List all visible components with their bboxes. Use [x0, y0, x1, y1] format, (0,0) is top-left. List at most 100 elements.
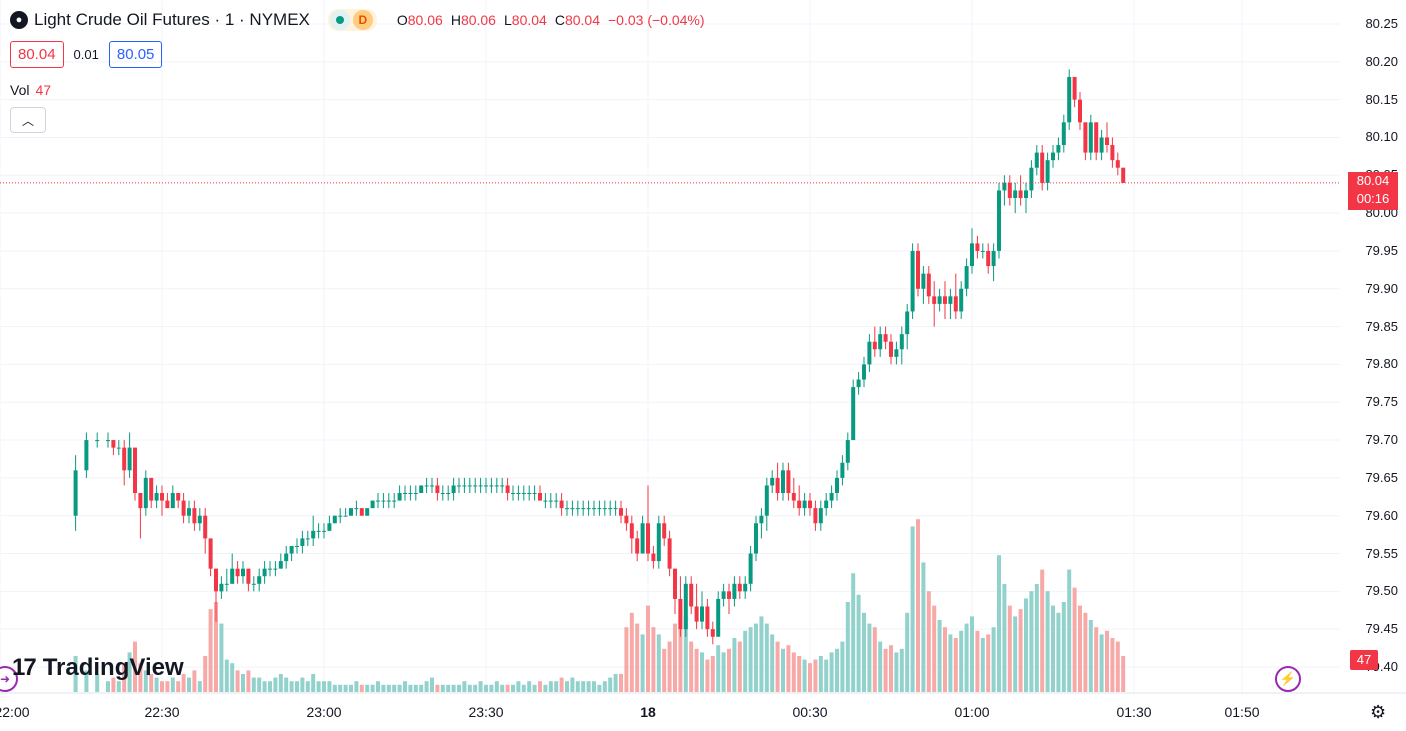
- volume-bar: [597, 684, 602, 692]
- volume-bar: [170, 677, 175, 692]
- candle-body: [343, 515, 348, 517]
- candle-body: [359, 508, 364, 516]
- candle-body: [737, 583, 742, 592]
- volume-bar: [413, 684, 418, 692]
- candle-body: [192, 508, 197, 524]
- volume-bar: [160, 681, 164, 692]
- price-tick-label: 79.60: [1365, 507, 1398, 523]
- candle-body: [349, 508, 353, 516]
- candle-body: [581, 508, 586, 510]
- candle-body: [991, 250, 996, 267]
- volume-bar: [808, 663, 812, 692]
- volume-bar: [840, 641, 845, 692]
- volume-bar: [494, 681, 499, 692]
- price-tick-label: 80.25: [1365, 16, 1398, 31]
- buy-price-button[interactable]: 80.05: [108, 41, 163, 68]
- volume-bar: [640, 634, 645, 692]
- time-tick-label: 23:00: [306, 704, 342, 720]
- volume-bar: [613, 674, 618, 692]
- settings-gear-icon[interactable]: ⚙: [1370, 702, 1387, 722]
- current-price-badge: 80.04 00:16: [1348, 172, 1398, 210]
- candle-body: [462, 485, 467, 487]
- price-tick-label: 79.55: [1365, 545, 1398, 561]
- volume-bar: [462, 681, 467, 692]
- volume-bar: [548, 681, 553, 692]
- candle-body: [878, 334, 883, 350]
- candle-body: [964, 266, 969, 289]
- volume-bar: [862, 612, 866, 692]
- volume-bar: [451, 684, 456, 692]
- candle-body: [710, 629, 715, 637]
- volume-bar: [975, 630, 980, 692]
- volume-bar: [359, 684, 364, 692]
- volume-bar: [284, 677, 289, 692]
- candle-body: [521, 493, 526, 495]
- volume-bar: [554, 681, 559, 692]
- volume-bar: [224, 659, 229, 692]
- volume-bar: [802, 659, 807, 692]
- candle-body: [872, 341, 877, 350]
- candle-body: [597, 508, 602, 510]
- candle-body: [338, 515, 343, 517]
- candle-body: [1105, 137, 1109, 146]
- candle-body: [1115, 160, 1120, 168]
- tradingview-logo-text: TradingView: [42, 654, 184, 681]
- volume-bar: [559, 677, 564, 692]
- volume-bar: [122, 663, 127, 692]
- candle-body: [1121, 167, 1126, 183]
- ohlc-change: −0.03 (−0.04%): [608, 12, 705, 28]
- candle-body: [1002, 182, 1007, 191]
- candle-body: [1088, 122, 1093, 153]
- volume-bar: [662, 648, 667, 692]
- volume-bar: [667, 641, 672, 692]
- price-tick-label: 79.80: [1365, 356, 1398, 372]
- candle-body: [970, 243, 974, 267]
- market-status[interactable]: D: [327, 9, 377, 31]
- candle-body: [440, 493, 445, 495]
- candle-body: [84, 440, 89, 471]
- volume-bar: [624, 627, 629, 692]
- price-tick-label: 80.15: [1365, 91, 1398, 107]
- volume-bar: [899, 648, 904, 692]
- volume-bar: [867, 623, 872, 692]
- volume-bar: [1007, 605, 1012, 692]
- time-tick-label: 01:30: [1116, 704, 1152, 720]
- volume-bar: [646, 605, 650, 692]
- candle-body: [316, 530, 321, 532]
- collapse-legend-button[interactable]: ︿: [10, 107, 46, 133]
- volume-bar: [829, 652, 834, 692]
- candle-body: [829, 493, 834, 501]
- volume-bar: [327, 681, 332, 692]
- volume-bar: [727, 648, 731, 692]
- candle-body: [1029, 167, 1034, 191]
- candle-body: [565, 508, 569, 510]
- candle-body: [840, 462, 845, 478]
- tradingview-logo[interactable]: 17 TradingView: [12, 654, 184, 682]
- volume-bar: [889, 645, 893, 692]
- sell-price-button[interactable]: 80.04: [10, 41, 64, 68]
- volume-bar: [419, 684, 424, 692]
- volume-bar: [251, 677, 256, 692]
- candle-body: [241, 568, 245, 577]
- candle-body: [327, 523, 332, 531]
- candle-body: [527, 493, 532, 495]
- candle-body: [289, 545, 294, 554]
- volume-bar: [95, 674, 100, 692]
- ohlc-high-value: 80.06: [460, 12, 496, 28]
- volume-bar: [532, 684, 537, 692]
- candle-body: [1067, 76, 1072, 123]
- volume-bar: [673, 623, 677, 692]
- volume-bar: [1029, 591, 1034, 692]
- candle-body: [1051, 152, 1055, 161]
- trade-buttons: 80.04 0.01 80.05: [10, 41, 163, 68]
- symbol-title[interactable]: Light Crude Oil Futures · 1 · NYMEX: [34, 10, 310, 29]
- scroll-to-start-icon[interactable]: ➜: [0, 666, 18, 692]
- candle-body: [478, 485, 483, 487]
- candle-body: [997, 190, 1001, 251]
- lightning-icon[interactable]: ⚡: [1275, 666, 1301, 692]
- candle-body: [851, 387, 856, 441]
- volume-bar: [894, 652, 899, 692]
- candle-body: [716, 598, 721, 637]
- volume-bar: [991, 627, 996, 692]
